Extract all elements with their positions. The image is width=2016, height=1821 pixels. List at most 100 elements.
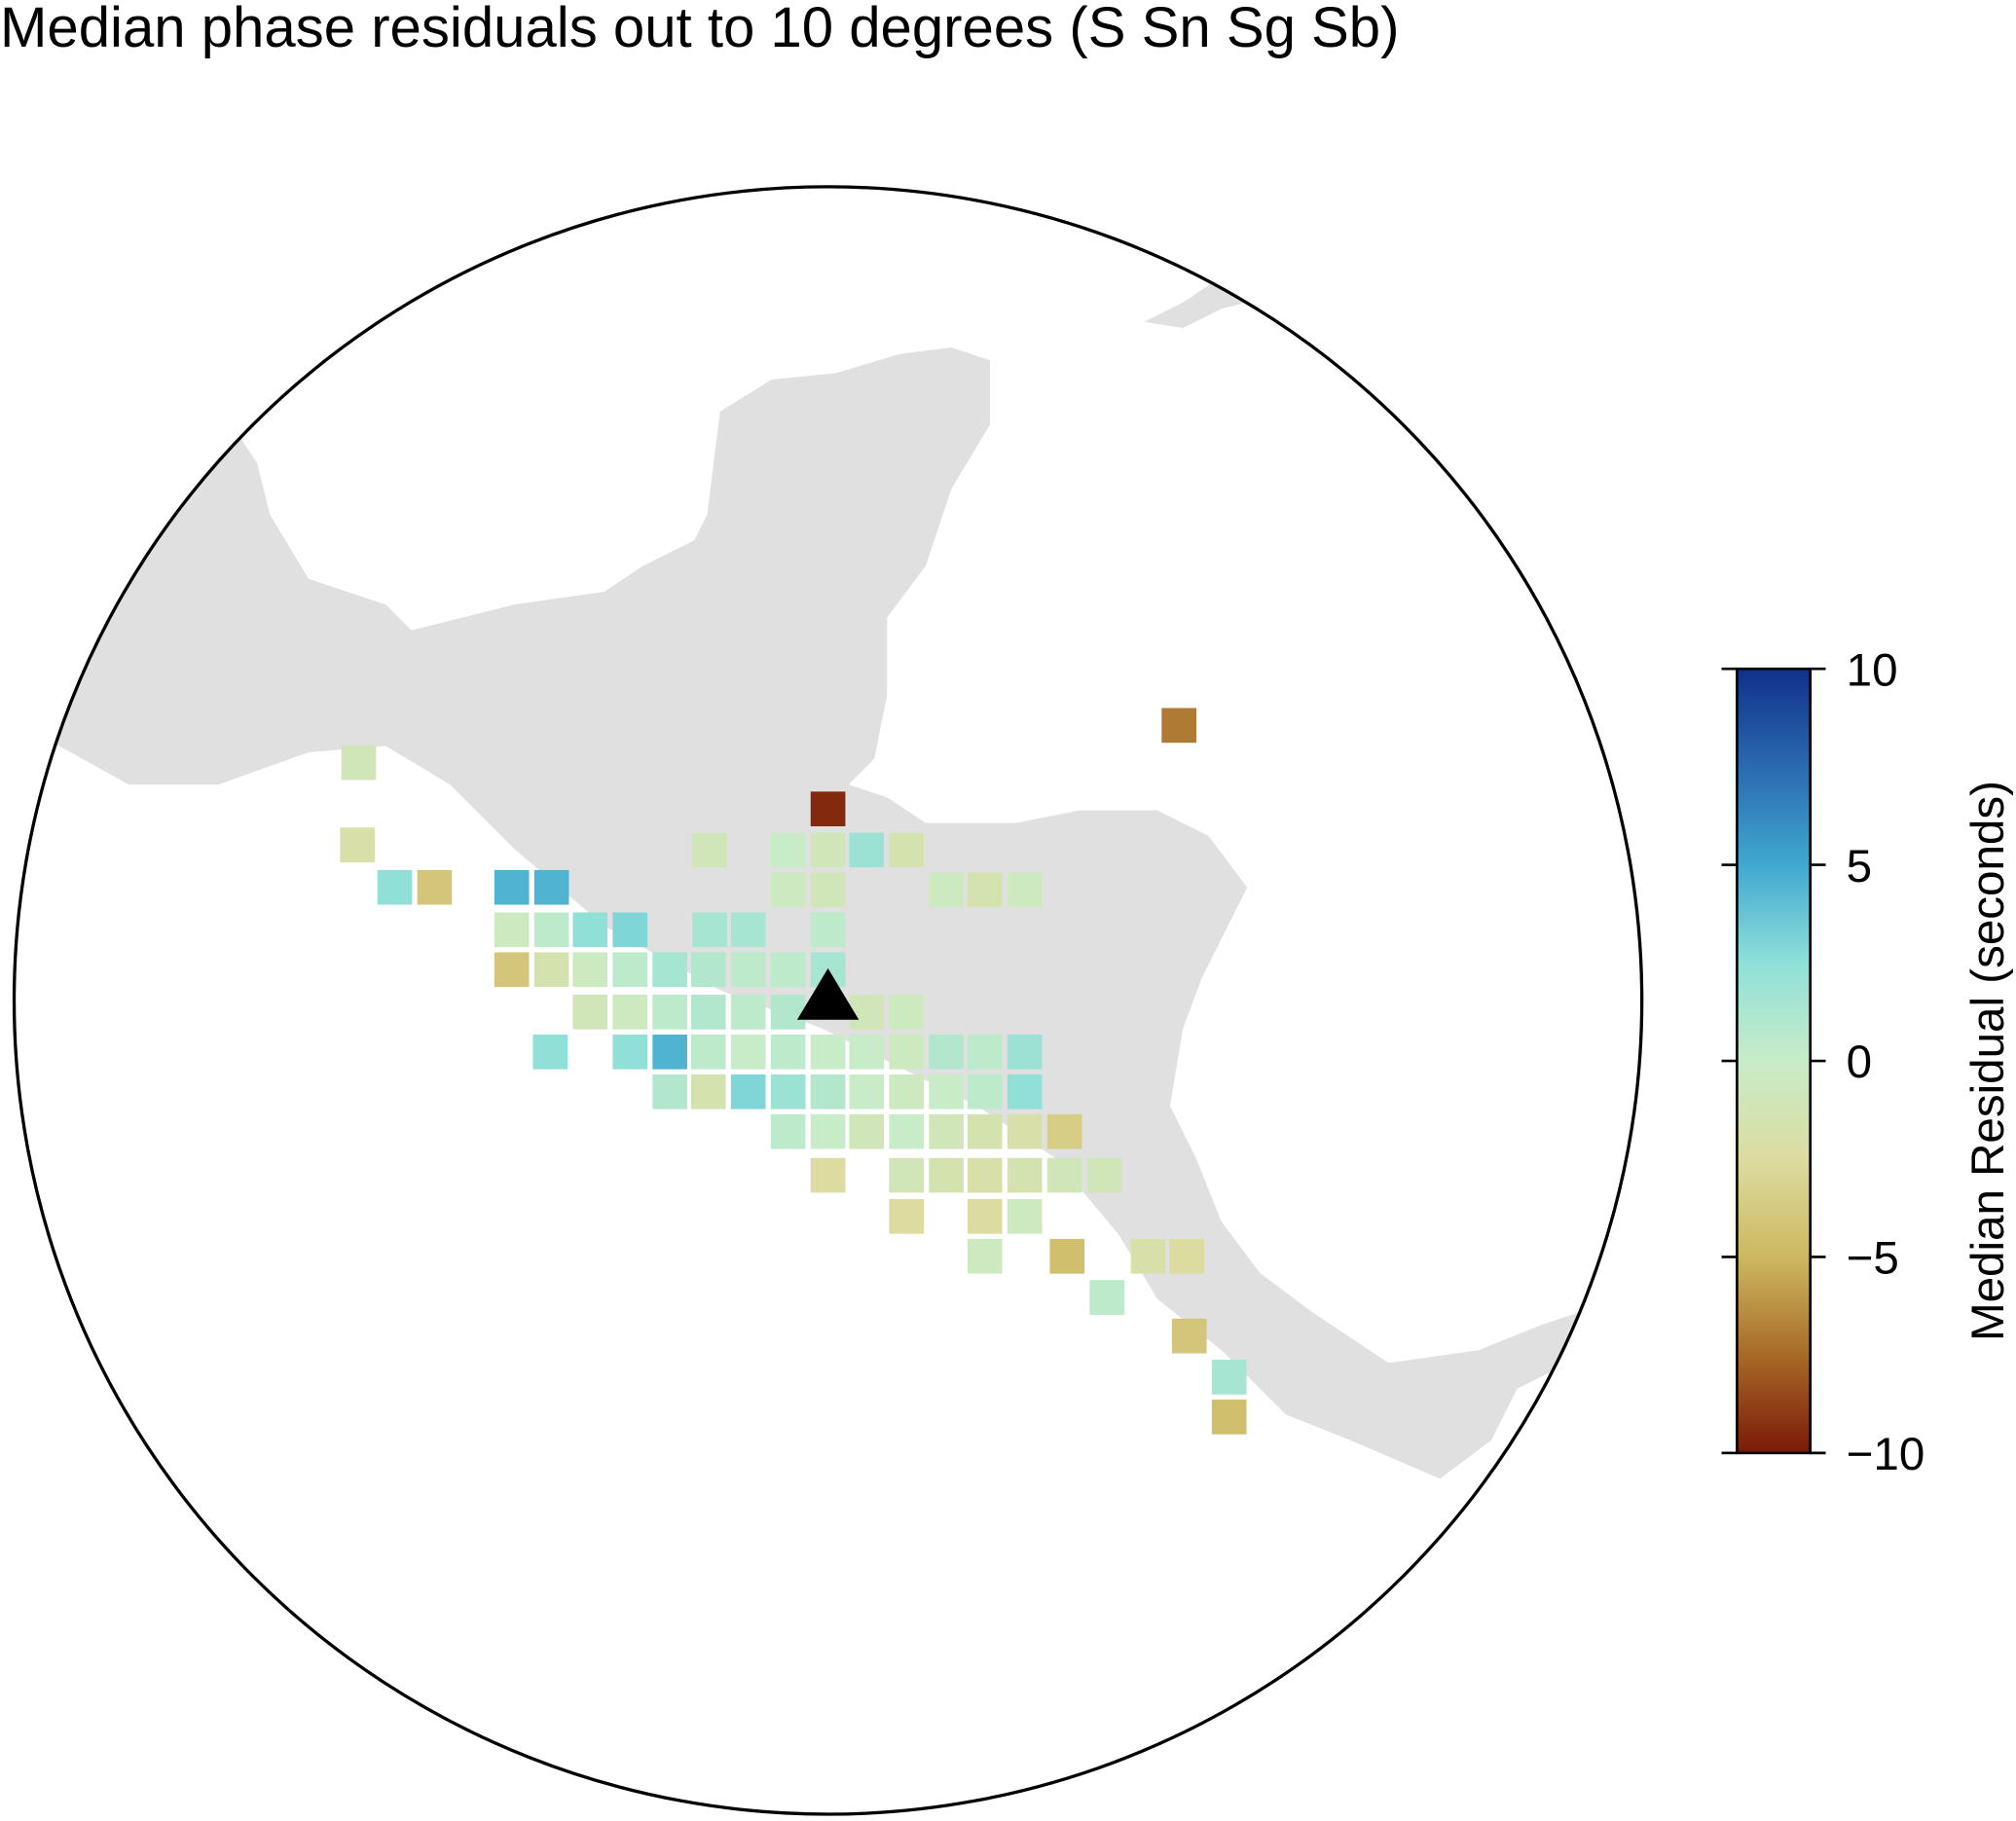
- grid-cell: [340, 827, 376, 862]
- grid-cell: [1007, 1074, 1043, 1110]
- grid-cell: [770, 995, 806, 1030]
- grid-cell: [1161, 708, 1196, 744]
- grid-cell: [849, 832, 885, 868]
- grid-cell: [1171, 1318, 1207, 1354]
- grid-cell: [967, 1113, 1003, 1149]
- grid-cell: [889, 832, 924, 868]
- grid-cell: [929, 1157, 964, 1193]
- grid-cell: [1169, 1238, 1204, 1274]
- grid-cell: [533, 869, 569, 905]
- grid-cell: [849, 1074, 885, 1110]
- grid-cell: [889, 1157, 924, 1193]
- grid-cell: [929, 872, 964, 908]
- grid-cell: [690, 1034, 726, 1070]
- grid-cell: [690, 952, 726, 988]
- grid-cell: [1086, 1157, 1122, 1193]
- grid-cell: [730, 995, 766, 1030]
- grid-cell: [730, 1074, 766, 1110]
- grid-cell: [494, 869, 530, 905]
- grid-cell: [967, 1199, 1003, 1234]
- grid-cell: [929, 1034, 964, 1070]
- grid-cell: [929, 1074, 964, 1110]
- grid-cell: [612, 952, 648, 988]
- grid-cell: [377, 869, 413, 905]
- land: [14, 257, 1642, 1479]
- grid-cell: [849, 1034, 885, 1070]
- colorbar-tick-label: −5: [1847, 1233, 1899, 1285]
- grid-cell: [572, 995, 608, 1030]
- grid-cell: [810, 1034, 846, 1070]
- grid-cell: [810, 872, 846, 908]
- grid-cell: [341, 745, 377, 781]
- grid-cell: [770, 1034, 806, 1070]
- grid-cell: [967, 1074, 1003, 1110]
- grid-cell: [532, 1034, 568, 1070]
- grid-cell: [1211, 1400, 1247, 1435]
- grid-cell: [652, 952, 687, 988]
- grid-cell: [652, 1074, 687, 1110]
- grid-cell: [1007, 1199, 1043, 1234]
- grid-cell: [810, 1074, 846, 1110]
- grid-cell: [929, 1113, 964, 1149]
- grid-cell: [730, 952, 766, 988]
- grid-cell: [889, 1074, 924, 1110]
- grid-cell: [652, 995, 687, 1030]
- chart-title: Median phase residuals out to 10 degrees…: [0, 0, 1399, 59]
- grid-cell: [810, 912, 846, 948]
- grid-cell: [572, 952, 608, 988]
- grid-cell: [849, 995, 885, 1030]
- grid-cell: [533, 912, 569, 948]
- colorbar-label: Median Residual (seconds): [1962, 781, 2014, 1341]
- grid-cell: [1046, 1157, 1082, 1193]
- grid-cell: [692, 912, 727, 948]
- grid-cell: [1211, 1360, 1247, 1395]
- grid-cell: [1049, 1238, 1085, 1274]
- grid-cell: [692, 832, 727, 868]
- colorbar-tick-label: −10: [1847, 1429, 1925, 1480]
- grid-cell: [770, 872, 806, 908]
- grid-cell: [889, 1113, 924, 1149]
- grid-cell: [967, 1034, 1003, 1070]
- grid-cell: [810, 791, 846, 826]
- colorbar-tick-label: 10: [1847, 644, 1898, 696]
- grid-cell: [967, 872, 1003, 908]
- grid-cell: [810, 1113, 846, 1149]
- grid-cell: [690, 1074, 726, 1110]
- grid-cell: [1007, 872, 1043, 908]
- grid-cell: [1046, 1113, 1082, 1149]
- colorbar-tick-label: 0: [1847, 1037, 1872, 1088]
- grid-cell: [730, 1034, 766, 1070]
- colorbar-tick-label: 5: [1847, 841, 1872, 892]
- grid-cell: [1007, 1034, 1043, 1070]
- grid-cell: [612, 995, 648, 1030]
- grid-cell: [770, 952, 806, 988]
- grid-cell: [612, 912, 648, 948]
- grid-cell: [690, 995, 726, 1030]
- grid-cell: [612, 1034, 648, 1070]
- grid-cell: [889, 1199, 924, 1234]
- grid-cell: [417, 869, 453, 905]
- grid-cell: [1007, 1113, 1043, 1149]
- grid-cell: [494, 912, 530, 948]
- grid-cell: [652, 1034, 687, 1070]
- station-marker: [796, 967, 860, 1020]
- colorbar: [1736, 667, 1812, 1455]
- grid-cell: [967, 1238, 1003, 1274]
- grid-cell: [889, 995, 924, 1030]
- grid-cell: [730, 912, 766, 948]
- grid-cell: [1007, 1157, 1043, 1193]
- grid-cell: [770, 832, 806, 868]
- grid-cell: [889, 1034, 924, 1070]
- grid-cell: [967, 1157, 1003, 1193]
- grid-cell: [810, 832, 846, 868]
- grid-cell: [770, 1113, 806, 1149]
- grid-cell: [572, 912, 608, 948]
- grid-cell: [770, 1074, 806, 1110]
- grid-cell: [849, 1113, 885, 1149]
- grid-cell: [1089, 1280, 1125, 1315]
- grid-cell: [494, 952, 530, 988]
- grid-cell: [1130, 1238, 1166, 1274]
- grid-cell: [533, 952, 569, 988]
- grid-cell: [810, 1157, 846, 1193]
